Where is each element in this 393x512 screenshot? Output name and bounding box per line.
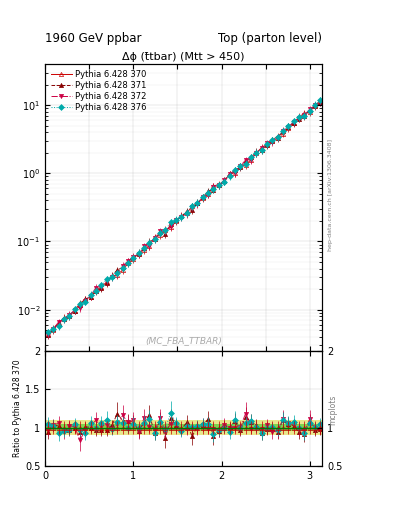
Text: mcplots: mcplots xyxy=(328,394,337,425)
Text: (MC_FBA_TTBAR): (MC_FBA_TTBAR) xyxy=(145,336,222,345)
Title: Δϕ (t̄tbar) (Mtt > 450): Δϕ (t̄tbar) (Mtt > 450) xyxy=(123,52,245,62)
Text: hep-data.cern.ch [arXiv:1306.3408]: hep-data.cern.ch [arXiv:1306.3408] xyxy=(328,139,333,250)
Legend: Pythia 6.428 370, Pythia 6.428 371, Pythia 6.428 372, Pythia 6.428 376: Pythia 6.428 370, Pythia 6.428 371, Pyth… xyxy=(48,67,150,115)
Y-axis label: Ratio to Pythia 6.428 370: Ratio to Pythia 6.428 370 xyxy=(13,359,22,457)
Text: Top (parton level): Top (parton level) xyxy=(218,32,322,45)
Text: 1960 GeV ppbar: 1960 GeV ppbar xyxy=(45,32,142,45)
